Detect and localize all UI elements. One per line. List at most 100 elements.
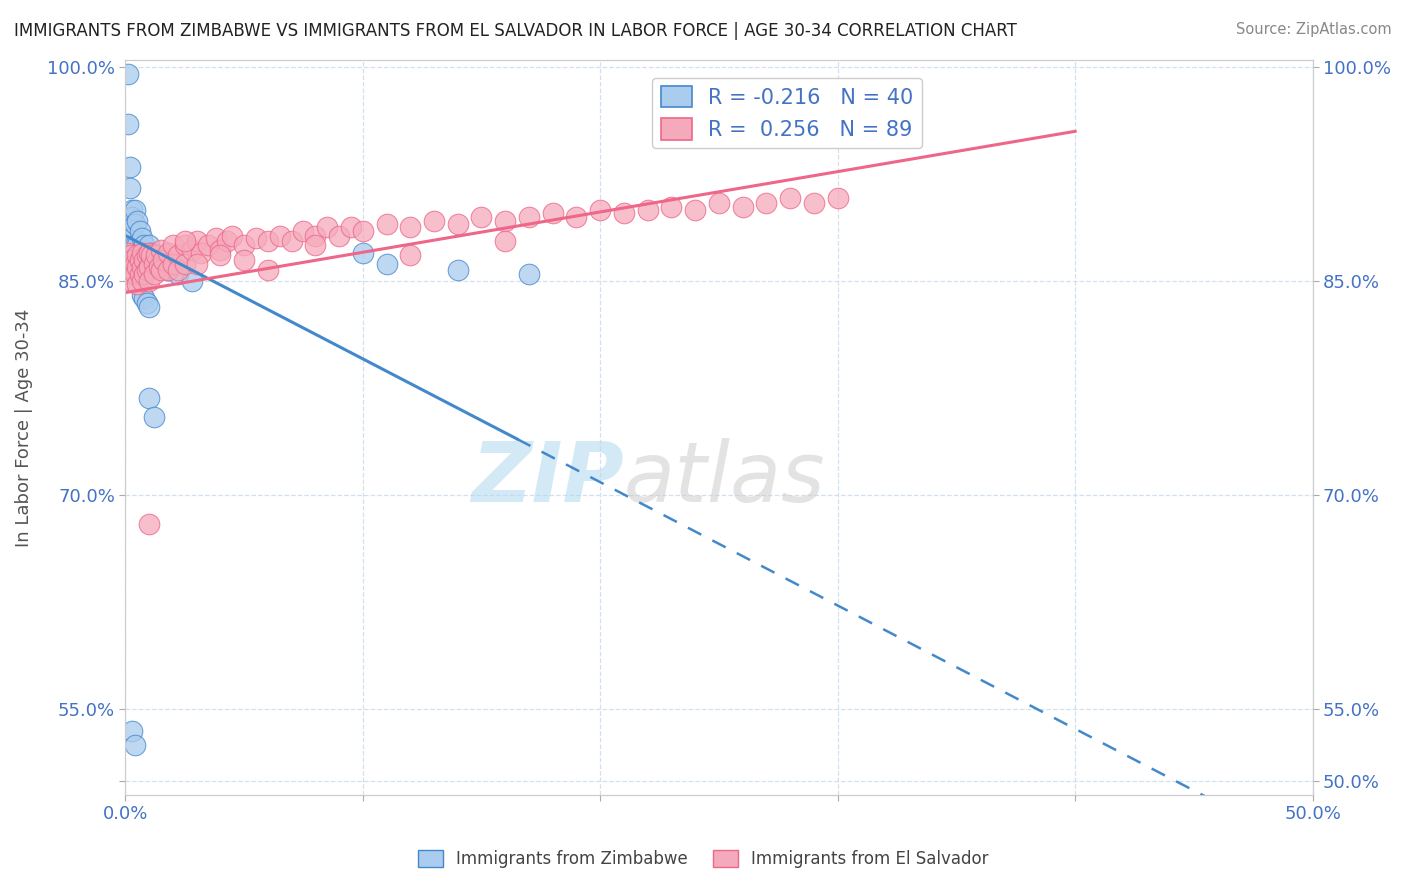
Point bbox=[117, 67, 139, 81]
Point bbox=[131, 288, 153, 302]
Point bbox=[142, 409, 165, 424]
Point bbox=[217, 234, 239, 248]
Point bbox=[127, 238, 149, 252]
Point bbox=[517, 267, 540, 281]
Point bbox=[470, 210, 492, 224]
Point bbox=[637, 202, 659, 217]
Point bbox=[731, 200, 754, 214]
Point bbox=[141, 245, 163, 260]
Point bbox=[127, 277, 149, 291]
Text: ZIP: ZIP bbox=[471, 439, 624, 519]
Point bbox=[157, 262, 180, 277]
Point bbox=[683, 202, 706, 217]
Point bbox=[494, 234, 516, 248]
Point bbox=[128, 245, 150, 260]
Point bbox=[121, 252, 143, 267]
Point bbox=[340, 219, 363, 234]
Point bbox=[447, 217, 470, 231]
Point bbox=[121, 202, 143, 217]
Point bbox=[118, 181, 141, 195]
Point bbox=[162, 257, 184, 271]
Point bbox=[138, 245, 160, 260]
Legend: Immigrants from Zimbabwe, Immigrants from El Salvador: Immigrants from Zimbabwe, Immigrants fro… bbox=[411, 843, 995, 875]
Point bbox=[779, 191, 801, 205]
Point bbox=[173, 257, 195, 271]
Point bbox=[121, 224, 143, 238]
Point bbox=[118, 160, 141, 174]
Point bbox=[131, 245, 153, 260]
Point bbox=[180, 274, 202, 288]
Point bbox=[149, 262, 172, 277]
Point bbox=[142, 257, 165, 271]
Point bbox=[316, 219, 339, 234]
Text: Source: ZipAtlas.com: Source: ZipAtlas.com bbox=[1236, 22, 1392, 37]
Point bbox=[204, 231, 226, 245]
Point bbox=[197, 238, 219, 252]
Point bbox=[121, 210, 143, 224]
Point bbox=[124, 738, 146, 752]
Point bbox=[827, 191, 849, 205]
Text: IMMIGRANTS FROM ZIMBABWE VS IMMIGRANTS FROM EL SALVADOR IN LABOR FORCE | AGE 30-: IMMIGRANTS FROM ZIMBABWE VS IMMIGRANTS F… bbox=[14, 22, 1017, 40]
Point bbox=[134, 267, 156, 281]
Point bbox=[134, 252, 156, 267]
Point bbox=[245, 231, 267, 245]
Point bbox=[138, 260, 160, 274]
Point bbox=[613, 205, 636, 219]
Point bbox=[803, 195, 825, 210]
Point bbox=[131, 231, 153, 245]
Point bbox=[127, 248, 149, 262]
Point bbox=[447, 262, 470, 277]
Point bbox=[131, 274, 153, 288]
Point bbox=[149, 257, 172, 271]
Point bbox=[128, 252, 150, 267]
Point bbox=[138, 300, 160, 314]
Point bbox=[131, 252, 153, 267]
Point bbox=[399, 248, 422, 262]
Point bbox=[124, 202, 146, 217]
Point bbox=[352, 224, 374, 238]
Point bbox=[127, 260, 149, 274]
Point bbox=[256, 262, 278, 277]
Point bbox=[145, 248, 167, 262]
Point bbox=[517, 210, 540, 224]
Point bbox=[661, 200, 683, 214]
Point bbox=[124, 257, 146, 271]
Point bbox=[118, 267, 141, 281]
Point bbox=[117, 245, 139, 260]
Point bbox=[755, 195, 778, 210]
Point bbox=[233, 252, 256, 267]
Point bbox=[138, 238, 160, 252]
Point bbox=[494, 214, 516, 228]
Point bbox=[141, 248, 163, 262]
Point bbox=[166, 248, 188, 262]
Point bbox=[134, 238, 156, 252]
Point bbox=[209, 243, 232, 257]
Point bbox=[541, 205, 564, 219]
Point bbox=[375, 257, 398, 271]
Point bbox=[121, 231, 143, 245]
Point bbox=[423, 214, 446, 228]
Text: atlas: atlas bbox=[624, 439, 825, 519]
Y-axis label: In Labor Force | Age 30-34: In Labor Force | Age 30-34 bbox=[15, 309, 32, 547]
Point bbox=[157, 262, 180, 277]
Point bbox=[117, 260, 139, 274]
Point bbox=[166, 262, 188, 277]
Point bbox=[149, 243, 172, 257]
Point bbox=[589, 202, 612, 217]
Point bbox=[135, 248, 157, 262]
Point bbox=[135, 262, 157, 277]
Point bbox=[304, 866, 326, 880]
Point bbox=[375, 217, 398, 231]
Point bbox=[328, 228, 350, 243]
Point bbox=[707, 195, 730, 210]
Point bbox=[209, 248, 232, 262]
Point bbox=[152, 252, 174, 267]
Point bbox=[280, 234, 302, 248]
Point bbox=[124, 267, 146, 281]
Point bbox=[292, 224, 315, 238]
Point bbox=[138, 274, 160, 288]
Point bbox=[233, 238, 256, 252]
Point bbox=[142, 252, 165, 266]
Point bbox=[128, 267, 150, 281]
Point bbox=[352, 245, 374, 260]
